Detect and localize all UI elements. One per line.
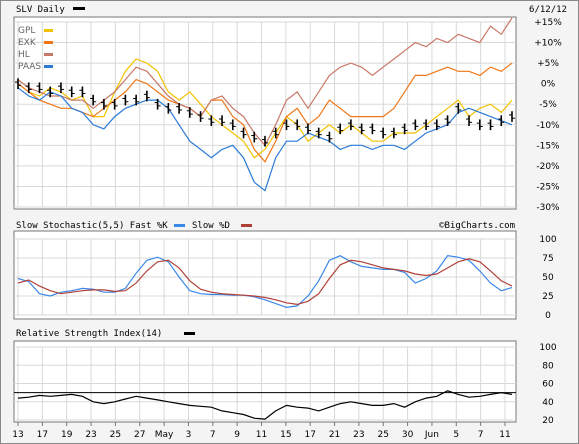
chart-date: 6/12/12: [529, 5, 567, 15]
y-tick-label: +10%: [534, 39, 562, 49]
rsi-y-axis: 100 80 60 40 20: [539, 343, 556, 426]
legend-label-hl: HL: [18, 50, 30, 60]
x-tick-label: 5: [453, 430, 459, 440]
y-tick-label: 0: [545, 311, 551, 321]
x-tick-label: 25: [110, 430, 121, 440]
x-tick-label: 9: [234, 430, 240, 440]
x-tick-label: 15: [280, 430, 291, 440]
series-line-gpl: [17, 58, 513, 159]
legend-label-gpl: GPL: [18, 26, 35, 36]
fastk-swatch: [174, 224, 185, 227]
x-tick-label: 3: [186, 430, 192, 440]
x-tick-label: 27: [134, 430, 145, 440]
y-tick-label: 25: [542, 292, 553, 302]
rsi-series: [17, 390, 513, 420]
x-tick-label: 7: [478, 430, 484, 440]
y-tick-label: -30%: [536, 203, 560, 213]
stochastic-plot: [13, 230, 517, 320]
y-tick-label: -15%: [536, 141, 560, 151]
x-tick-label: 13: [12, 430, 23, 440]
x-tick-label: 21: [329, 430, 340, 440]
series-line-slowd: [17, 258, 513, 306]
x-axis: 13 17 19 23 25 27 May 3 7 9 11 15 17 21 23 25 30 Jun 5 7 11: [12, 422, 511, 440]
rsi-plot: [13, 340, 517, 423]
x-tick-label: 17: [37, 430, 48, 440]
title-swatch: [73, 7, 85, 10]
stochastic-panel: Slow Stochastic(5,5) Fast %K Slow %D ©Bi…: [13, 217, 557, 321]
series-line-rsi14: [17, 390, 513, 420]
legend-label-paas: PAAS: [18, 62, 41, 72]
y-tick-label: 100: [539, 343, 556, 353]
price-legend: GPL EXK HL PAAS: [18, 26, 53, 72]
x-tick-label: 11: [256, 430, 267, 440]
rsi-title: Relative Strength Index(14): [16, 329, 162, 339]
watermark: ©BigCharts.com: [439, 221, 515, 231]
y-tick-label: 60: [542, 380, 554, 390]
x-tick-label: 17: [304, 430, 315, 440]
slv-price-bars: [15, 78, 515, 147]
x-tick-label: 25: [378, 430, 389, 440]
price-gridlines: [14, 21, 516, 208]
x-tick-label: 19: [61, 430, 73, 440]
chart-title: SLV Daily: [16, 5, 65, 15]
y-tick-label: +5%: [537, 59, 559, 69]
rsi-gridlines: [14, 346, 516, 421]
series-line-fastk: [17, 255, 513, 309]
slowd-swatch: [241, 224, 252, 227]
stochastic-title-a: Slow Stochastic(5,5) Fast %K: [16, 221, 168, 231]
legend-label-exk: EXK: [18, 38, 37, 48]
legend-swatch-paas: [44, 65, 53, 68]
series-line-exk: [17, 62, 513, 163]
y-tick-label: -5%: [539, 100, 557, 110]
rsi-swatch: [184, 332, 195, 335]
x-tick-label: 11: [499, 430, 510, 440]
price-panel: SLV Daily 6/12/12 +15% +10% +5% 0% -5% -10% -1…: [13, 5, 567, 213]
x-tick-label: 23: [85, 430, 96, 440]
stochastic-title-b: Slow %D: [192, 221, 230, 231]
legend-swatch-exk: [44, 41, 53, 44]
rsi-panel: Relative Strength Index(14) 100 80 60 40 20: [13, 329, 557, 426]
stochastic-y-axis: 100 75 50 25 0: [539, 235, 556, 321]
y-tick-label: 50: [542, 273, 554, 283]
x-tick-label: 30: [402, 430, 414, 440]
series-line-paas: [17, 87, 513, 192]
y-tick-label: +15%: [534, 18, 562, 28]
y-tick-label: 75: [542, 254, 553, 264]
y-tick-label: -20%: [536, 162, 560, 172]
y-tick-label: 40: [542, 398, 554, 408]
stochastic-series: [17, 255, 513, 309]
y-tick-label: 100: [539, 235, 556, 245]
y-tick-label: 80: [542, 361, 554, 371]
legend-swatch-hl: [44, 53, 53, 56]
price-y-axis: +15% +10% +5% 0% -5% -10% -15% -20% -25% -30%: [534, 18, 562, 213]
x-tick-label: 7: [210, 430, 216, 440]
legend-swatch-gpl: [44, 29, 53, 32]
x-tick-label: May: [155, 430, 174, 440]
y-tick-label: -25%: [536, 182, 560, 192]
stochastic-header-bg: [14, 217, 516, 231]
y-tick-label: -10%: [536, 121, 560, 131]
y-tick-label: 0%: [541, 80, 556, 90]
y-tick-label: 20: [542, 416, 554, 426]
x-tick-label: 23: [353, 430, 364, 440]
stochastic-gridlines: [14, 238, 516, 316]
x-tick-label: Jun: [424, 430, 439, 440]
